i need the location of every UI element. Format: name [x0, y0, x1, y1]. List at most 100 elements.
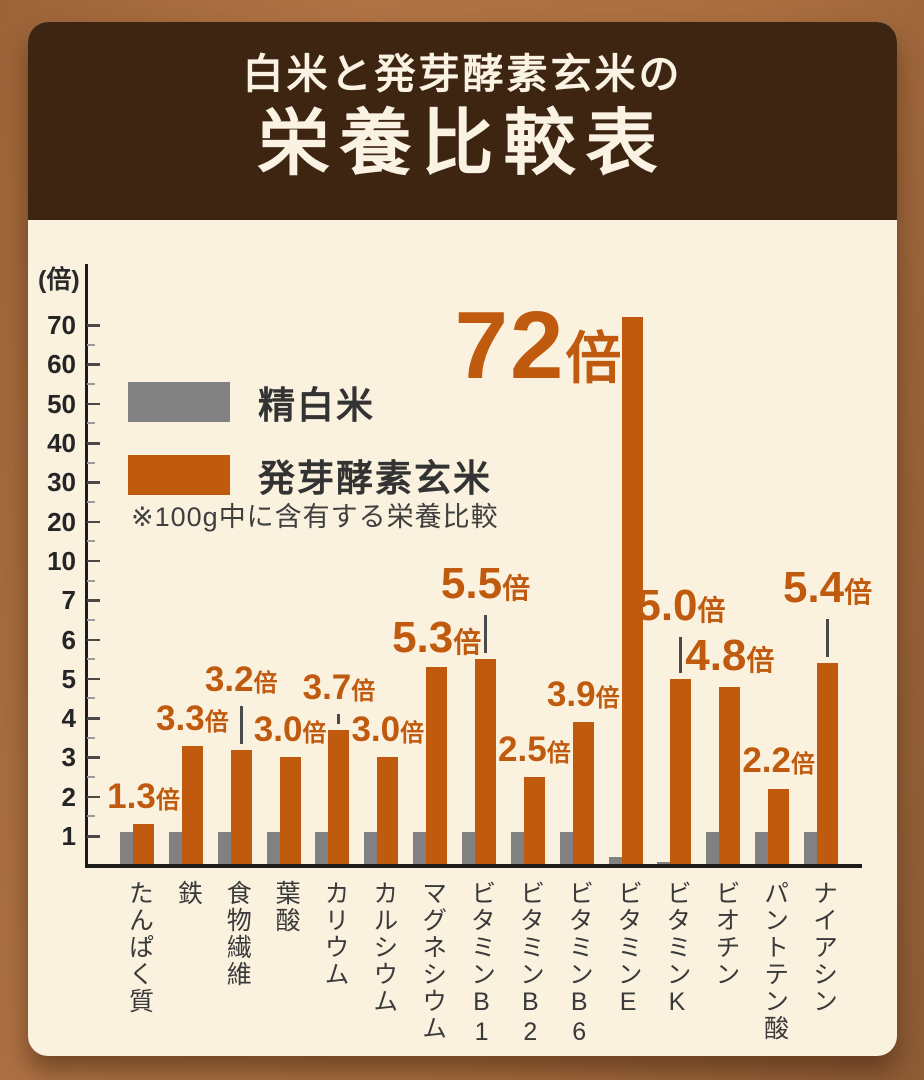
y-axis-minor-tick — [87, 579, 95, 582]
y-axis-tick-label: 30 — [47, 467, 76, 498]
y-axis-minor-tick — [87, 658, 95, 661]
value-suffix: 倍 — [502, 573, 531, 605]
brown-rice-bar — [670, 678, 692, 864]
y-axis-tick — [87, 363, 100, 366]
category-label: パントテン酸 — [760, 880, 789, 1042]
value-number: 3.7 — [302, 667, 352, 707]
white-rice-bar — [120, 832, 133, 864]
brown-rice-bar — [621, 317, 643, 864]
y-axis-minor-tick — [87, 815, 95, 818]
value-number: 3.2 — [204, 659, 254, 699]
value-label: 2.5倍 — [424, 730, 644, 770]
value-number: 2.5 — [498, 730, 547, 770]
y-axis-tick-label: 6 — [61, 624, 76, 655]
brown-rice-bar — [523, 777, 545, 864]
brown-rice-bar — [572, 722, 594, 864]
y-axis-minor-tick — [87, 500, 95, 503]
value-label: 3.7 倍 — [229, 667, 449, 707]
value-suffix: 倍 — [302, 720, 327, 748]
y-axis-unit-label: (倍) — [38, 266, 80, 294]
y-axis-tick — [87, 481, 100, 484]
category-label: ビタミンB2 — [516, 880, 545, 1048]
brown-rice-bar — [426, 667, 448, 864]
value-number: 1.3 — [107, 777, 156, 817]
white-rice-bar — [315, 832, 329, 864]
white-rice-bar — [804, 832, 818, 864]
brown-rice-bar — [279, 757, 301, 864]
y-axis-minor-tick — [87, 383, 95, 386]
value-number: 5.4 — [782, 563, 845, 613]
value-suffix: 倍 — [204, 708, 229, 736]
legend-label-brown-rice: 発芽酵素玄米 — [258, 458, 492, 499]
y-axis-minor-tick — [87, 736, 95, 739]
brown-rice-bar — [768, 788, 790, 864]
value-number: 5.5 — [440, 559, 503, 609]
value-suffix: 倍 — [746, 644, 775, 676]
value-label: 1.3倍 — [34, 777, 254, 817]
leader-line — [826, 619, 830, 658]
white-rice-bar — [608, 857, 622, 864]
value-suffix: 倍 — [155, 787, 180, 815]
white-rice-bar — [364, 832, 378, 864]
title-line1: 白米と発芽酵素玄米の — [242, 51, 683, 97]
page-title: 栄養比較表 — [257, 104, 668, 185]
brown-rice-bar — [475, 659, 497, 864]
white-rice-swatch — [128, 382, 230, 422]
title-banner: 白米と発芽酵素玄米の 栄養比較表 — [28, 22, 897, 220]
y-axis-tick — [87, 559, 100, 563]
value-suffix: 倍 — [697, 594, 726, 626]
y-axis-tick — [87, 402, 100, 406]
legend-label-white-rice: 精白米 — [258, 385, 375, 426]
category-label: カルシウム — [369, 880, 398, 1015]
white-rice-bar — [217, 832, 231, 864]
hero-value-number: 72 — [454, 292, 566, 399]
value-suffix: 倍 — [453, 627, 482, 658]
y-axis-tick-label: 50 — [47, 388, 76, 419]
brown-rice-bar — [377, 757, 399, 864]
y-axis-tick — [87, 324, 100, 327]
value-number: 2.2 — [742, 740, 791, 780]
category-label: 葉酸 — [272, 880, 301, 934]
brown-rice-bar — [328, 729, 350, 864]
value-suffix: 倍 — [791, 750, 815, 778]
brown-rice-swatch — [128, 455, 230, 495]
y-axis-tick — [87, 717, 100, 720]
value-label: 5.0倍 — [571, 582, 791, 629]
y-axis-minor-tick — [87, 776, 95, 779]
value-suffix: 倍 — [595, 685, 620, 713]
category-label: ビタミンB1 — [467, 880, 496, 1048]
infographic-card: 白米と発芽酵素玄米の 栄養比較表 (倍) 精白米 発芽酵素玄米 ※100g中に含… — [28, 22, 897, 1056]
white-rice-bar — [462, 832, 476, 864]
category-label: ビオチン — [711, 880, 740, 988]
category-label: マグネシウム — [418, 880, 447, 1042]
y-axis-tick-label: 40 — [47, 428, 76, 458]
white-rice-bar — [657, 862, 671, 864]
hero-value-suffix: 倍 — [565, 327, 622, 390]
y-axis-tick-label: 60 — [47, 349, 76, 380]
white-rice-bar — [168, 832, 182, 864]
value-label: 2.2倍 — [669, 740, 889, 780]
value-suffix: 倍 — [253, 669, 278, 697]
leader-line — [679, 636, 683, 673]
x-axis-baseline — [85, 864, 862, 868]
value-label: 3.0倍 — [278, 712, 498, 749]
brown-rice-bar — [230, 749, 252, 864]
white-rice-bar — [510, 832, 524, 864]
y-axis-minor-tick — [87, 343, 95, 346]
y-axis-minor-tick — [87, 618, 95, 621]
y-axis-tick — [87, 638, 100, 641]
leader-line — [337, 713, 341, 724]
white-rice-bar — [266, 832, 280, 864]
leader-line — [484, 615, 488, 654]
hero-value-label-72x: 72倍 — [413, 298, 663, 394]
white-rice-bar — [755, 832, 769, 864]
value-label: 3.3倍 — [82, 700, 302, 738]
value-number: 5.3 — [392, 613, 454, 662]
y-axis-tick — [87, 756, 100, 759]
y-axis-tick — [87, 795, 100, 799]
value-number: 3.9 — [546, 675, 596, 715]
value-label: 5.3倍 — [327, 613, 547, 662]
white-rice-bar — [413, 832, 427, 864]
